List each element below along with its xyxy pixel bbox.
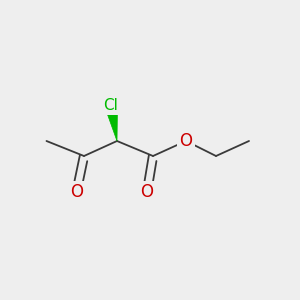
Polygon shape: [104, 104, 118, 141]
Text: Cl: Cl: [103, 98, 118, 112]
Text: O: O: [140, 183, 154, 201]
Text: O: O: [70, 183, 83, 201]
Text: O: O: [179, 132, 193, 150]
